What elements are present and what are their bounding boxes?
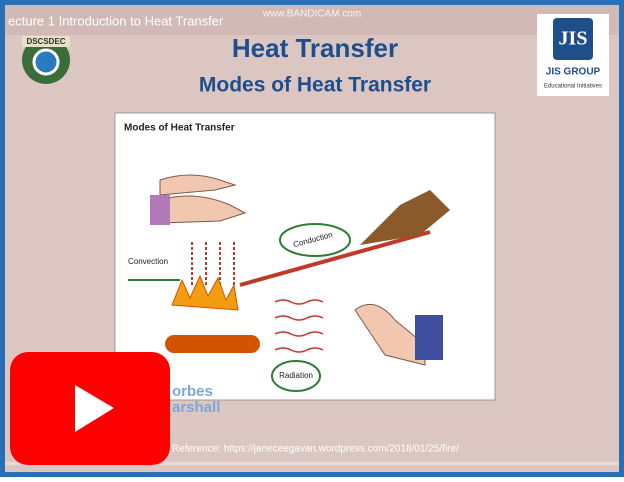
- reference: Reference: https://janeceegavan.wordpres…: [172, 444, 459, 455]
- right-logo: JIS JIS GROUP Educational Initiatives: [537, 14, 609, 96]
- play-button[interactable]: [10, 352, 170, 465]
- logo-tagline: Educational Initiatives: [544, 84, 602, 90]
- logo-text: DSCSDEC: [26, 37, 65, 46]
- page: ecture 1 Introduction to Heat Transfer w…: [0, 0, 624, 477]
- label-radiation: Radiation: [279, 371, 313, 380]
- video-player: ecture 1 Introduction to Heat Transfer w…: [0, 0, 624, 477]
- figure-title: Modes of Heat Transfer: [124, 123, 235, 134]
- watermark: www.BANDICAM.com: [262, 9, 361, 20]
- brand-line-2: arshall: [172, 399, 220, 416]
- slide-subtitle: Modes of Heat Transfer: [199, 74, 431, 97]
- brand-line-1: orbes: [172, 383, 213, 400]
- label-convection: Convection: [128, 257, 168, 266]
- logo-glyph: JIS: [559, 28, 588, 50]
- left-logo: DSCSDEC: [22, 36, 70, 84]
- logo-center: [34, 50, 58, 74]
- video-title[interactable]: ecture 1 Introduction to Heat Transfer: [8, 13, 224, 28]
- logo-name: JIS GROUP: [546, 67, 601, 78]
- slide-title: Heat Transfer: [232, 33, 398, 63]
- log: [165, 335, 260, 353]
- sleeve: [150, 195, 170, 225]
- figure: Modes of Heat Transfer Convection Conduc…: [115, 113, 495, 416]
- sleeve-right: [415, 315, 443, 360]
